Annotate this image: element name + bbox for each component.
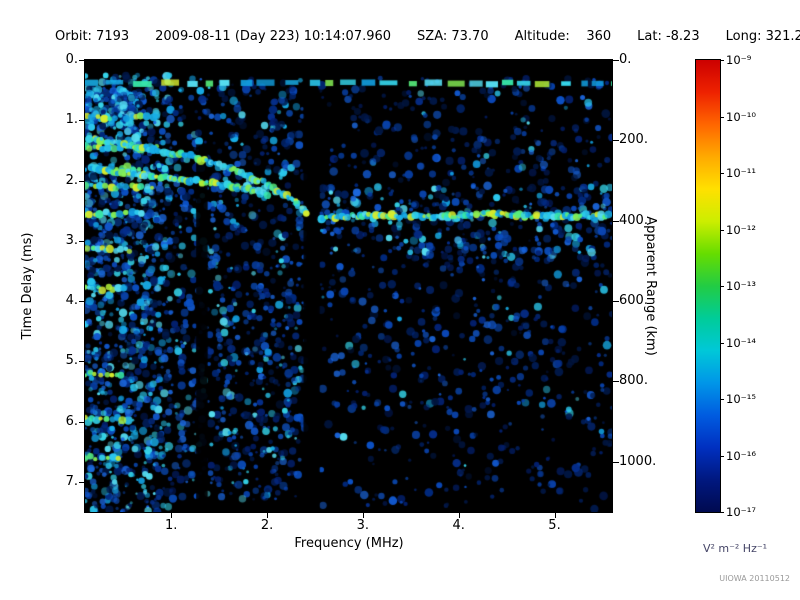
colorbar-tick-label: 10⁻¹² [726,222,756,237]
colorbar-tick-label: 10⁻¹⁷ [726,505,756,519]
tick-label: 2. [260,518,274,533]
header-field-long: Long: 321.20 [725,29,800,44]
tick-mark [613,220,619,222]
tick-mark [613,60,619,61]
colorbar-tick-mark [720,173,724,174]
tick-label: 400. [619,212,648,228]
colorbar-tick-mark [720,60,724,61]
header-field-altitude: Altitude: 360 [514,29,612,44]
tick-label: 1000. [619,453,657,469]
colorbar-tick-mark [720,116,724,118]
tick-label: 0. [619,52,632,67]
colorbar [695,59,721,513]
tick-mark [79,301,85,303]
tick-mark [79,120,85,122]
header-field-orbit: Orbit: 7193 [55,29,130,44]
tick-label: 5. [65,353,78,369]
tick-label: 4. [452,518,465,533]
tick-mark [613,140,619,142]
colorbar-tick-label: 10⁻¹⁰ [726,109,756,124]
tick-mark [79,240,85,242]
tick-mark [554,513,556,518]
header-field-sza: SZA: 73.70 [417,29,489,44]
colorbar-unit-label: V² m⁻² Hz⁻¹ [702,542,768,555]
tick-label: 2. [65,172,78,188]
colorbar-tick-label: 10⁻¹³ [726,279,756,293]
header-field-lat: Lat: -8.23 [637,29,700,44]
colorbar-tick-mark [720,399,724,400]
tick-label: 5. [548,518,561,533]
tick-mark [613,381,619,383]
spectrogram-canvas [84,59,613,513]
tick-mark [79,60,85,61]
colorbar-tick-label: 10⁻¹⁵ [726,392,756,406]
colorbar-tick-label: 10⁻¹⁴ [726,335,756,350]
tick-mark [613,301,619,303]
colorbar-tick-mark [720,286,724,287]
colorbar-tick-mark [720,455,724,457]
tick-label: 1. [65,112,78,128]
header-info: Orbit: 7193 2009-08-11 (Day 223) 10:14:07… [55,29,800,44]
tick-mark [79,180,85,182]
tick-mark [458,513,460,518]
y-axis-label-left: Time Delay (ms) [20,232,35,340]
tick-mark [79,361,85,363]
colorbar-tick-mark [720,342,724,344]
colorbar-tick-label: 10⁻⁹ [726,53,752,67]
tick-label: 7. [65,473,78,489]
colorbar-tick-label: 10⁻¹¹ [726,166,756,180]
colorbar-tick-mark [720,229,724,231]
header-field-datetime: 2009-08-11 (Day 223) 10:14:07.960 [155,29,392,44]
tick-mark [171,513,173,518]
tick-label: 6. [65,413,78,429]
tick-label: 3. [356,518,370,533]
tick-label: 3. [65,232,78,248]
tick-label: 800. [619,373,648,389]
tick-mark [362,513,364,518]
colorbar-tick-mark [720,512,724,513]
tick-mark [613,461,619,463]
tick-mark [79,481,85,483]
colorbar-gradient [696,60,720,512]
tick-label: 0. [65,52,78,67]
colorbar-tick-label: 10⁻¹⁶ [726,448,756,463]
tick-label: 200. [619,132,648,148]
tick-label: 4. [65,293,78,309]
tick-mark [267,513,269,518]
tick-mark [79,421,85,423]
tick-label: 1. [165,518,178,533]
x-axis-label: Frequency (MHz) [294,536,404,551]
tick-label: 600. [619,293,648,309]
credit-text: UIOWA 20110512 [719,574,790,583]
